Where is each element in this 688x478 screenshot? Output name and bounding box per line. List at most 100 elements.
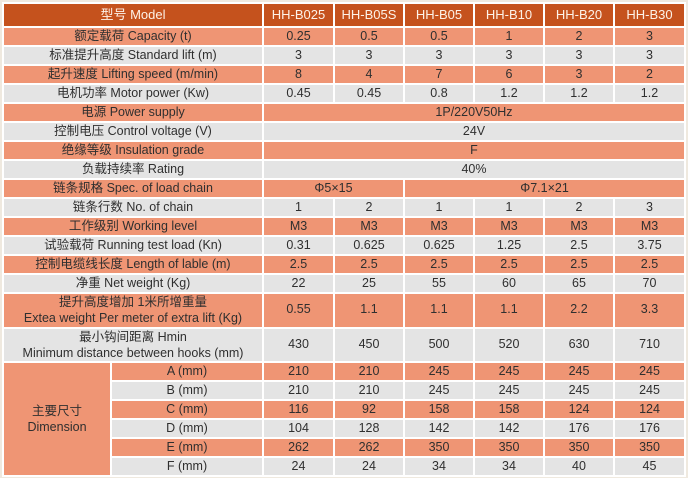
value-cell: 3	[262, 45, 335, 66]
spec-row: 电机功率 Motor power (Kw) 0.45 0.45 0.8 1.2 1.2 1.…	[2, 83, 686, 104]
value-cell: 350	[543, 437, 615, 458]
row-label: 工作级别 Working level	[2, 216, 264, 237]
row-label: 标准提升高度 Standard lift (m)	[2, 45, 264, 66]
value-cell: 1.1	[403, 292, 475, 329]
value-cell: 34	[403, 456, 475, 477]
spec-row: 链条行数 No. of chain 1 2 1 1 2 3	[2, 197, 686, 218]
value-cell: 0.625	[333, 235, 405, 256]
value-cell: 245	[473, 380, 545, 401]
row-label: 控制电压 Control voltage (V)	[2, 121, 264, 142]
value-cell: 4	[333, 64, 405, 85]
row-label: 控制电缆线长度 Length of lable (m)	[2, 254, 264, 275]
spec-row: 负载持续率 Rating 40%	[2, 159, 686, 180]
value-cell: 45	[613, 456, 686, 477]
model-header: HH-B05	[403, 2, 475, 28]
value-cell: 0.5	[403, 26, 475, 47]
value-cell: 2	[543, 26, 615, 47]
value-cell: 158	[473, 399, 545, 420]
value-cell: 124	[543, 399, 615, 420]
value-cell: 2.2	[543, 292, 615, 329]
value-cell: 1	[262, 197, 335, 218]
value-cell: 2.5	[333, 254, 405, 275]
dimension-label: E (mm)	[110, 437, 264, 458]
dimension-label: A (mm)	[110, 361, 264, 382]
value-cell: 34	[473, 456, 545, 477]
dimension-label: D (mm)	[110, 418, 264, 439]
dimension-label: C (mm)	[110, 399, 264, 420]
row-label: 提升高度增加 1米所增重量 Extea weight Per meter of e…	[2, 292, 264, 329]
value-cell: 245	[543, 361, 615, 382]
value-cell: 245	[403, 361, 475, 382]
dimension-row: F (mm) 24 24 34 34 40 45	[3, 456, 686, 477]
row-label-line: Extea weight Per meter of extra lift (Kg…	[23, 311, 243, 326]
value-cell: 3	[543, 45, 615, 66]
value-cell: 3.75	[613, 235, 686, 256]
spec-row: 电源 Power supply 1P/220V50Hz	[2, 102, 686, 123]
value-cell: 142	[403, 418, 475, 439]
value-cell: 710	[613, 326, 686, 363]
row-label: 绝缘等级 Insulation grade	[2, 140, 264, 161]
dimension-row: B (mm) 210 210 245 245 245 245	[3, 380, 686, 401]
value-cell: 1.1	[473, 292, 545, 329]
dimension-group-label: 主要尺寸 Dimension	[2, 361, 112, 477]
value-cell: 1	[473, 26, 545, 47]
value-cell: 142	[473, 418, 545, 439]
value-cell: 350	[473, 437, 545, 458]
value-cell: 262	[262, 437, 335, 458]
value-cell: 104	[262, 418, 335, 439]
value-cell: 520	[473, 326, 545, 363]
spec-row: 控制电缆线长度 Length of lable (m) 2.5 2.5 2.5 2.5 2…	[2, 254, 686, 275]
row-label: 链条规格 Spec. of load chain	[2, 178, 264, 199]
row-label: 电源 Power supply	[2, 102, 264, 123]
spec-table-body: 额定载荷 Capacity (t) 0.25 0.5 0.5 1 2 3 标准提升高度 Sta…	[2, 26, 686, 477]
value-cell: 2	[543, 197, 615, 218]
dimension-row: C (mm) 116 92 158 158 124 124	[3, 399, 686, 420]
value-cell: 0.625	[403, 235, 475, 256]
value-cell: 1.2	[543, 83, 615, 104]
value-cell: 2.5	[403, 254, 475, 275]
value-cell: 350	[613, 437, 686, 458]
value-cell: 245	[613, 380, 686, 401]
value-cell: 1.2	[613, 83, 686, 104]
spec-row: 试验载荷 Running test load (Kn) 0.31 0.625 0.62…	[2, 235, 686, 256]
value-cell: 245	[543, 380, 615, 401]
value-cell: 22	[262, 273, 335, 294]
value-cell: M3	[613, 216, 686, 237]
row-label: 净重 Net weight (Kg)	[2, 273, 264, 294]
model-header: HH-B10	[473, 2, 545, 28]
row-label: 负载持续率 Rating	[2, 159, 264, 180]
value-cell: 1	[473, 197, 545, 218]
value-cell: 500	[403, 326, 475, 363]
value-cell: 25	[333, 273, 405, 294]
value-cell: 116	[262, 399, 335, 420]
value-cell: 6	[473, 64, 545, 85]
row-label: 最小钩间距离 Hmin Minimum distance between hook…	[2, 326, 264, 363]
value-cell: 3	[613, 26, 686, 47]
dimension-row: D (mm) 104 128 142 142 176 176	[3, 418, 686, 439]
dimension-group-label-line: Dimension	[27, 420, 87, 434]
value-cell: 70	[613, 273, 686, 294]
spec-row: 净重 Net weight (Kg) 22 25 55 60 65 70	[2, 273, 686, 294]
value-cell: 210	[333, 361, 405, 382]
dimension-label: B (mm)	[110, 380, 264, 401]
value-cell: 245	[403, 380, 475, 401]
value-cell: 2.5	[613, 254, 686, 275]
value-cell: 0.55	[262, 292, 335, 329]
value-cell: 0.25	[262, 26, 335, 47]
value-cell: 3	[613, 197, 686, 218]
value-cell: M3	[403, 216, 475, 237]
value-cell: M3	[262, 216, 335, 237]
value-cell-merged: Φ7.1×21	[403, 178, 686, 199]
value-cell: 1.2	[473, 83, 545, 104]
spec-row: 起升速度 Lifting speed (m/min) 8 4 7 6 3 2	[2, 64, 686, 85]
dimension-row: E (mm) 262 262 350 350 350 350	[3, 437, 686, 458]
value-cell: 176	[613, 418, 686, 439]
value-cell: 1.1	[333, 292, 405, 329]
spec-row: 额定载荷 Capacity (t) 0.25 0.5 0.5 1 2 3	[2, 26, 686, 47]
value-cell: 2.5	[543, 235, 615, 256]
model-header: HH-B05S	[333, 2, 405, 28]
value-cell: 210	[262, 361, 335, 382]
value-cell: 450	[333, 326, 405, 363]
value-cell: 262	[333, 437, 405, 458]
